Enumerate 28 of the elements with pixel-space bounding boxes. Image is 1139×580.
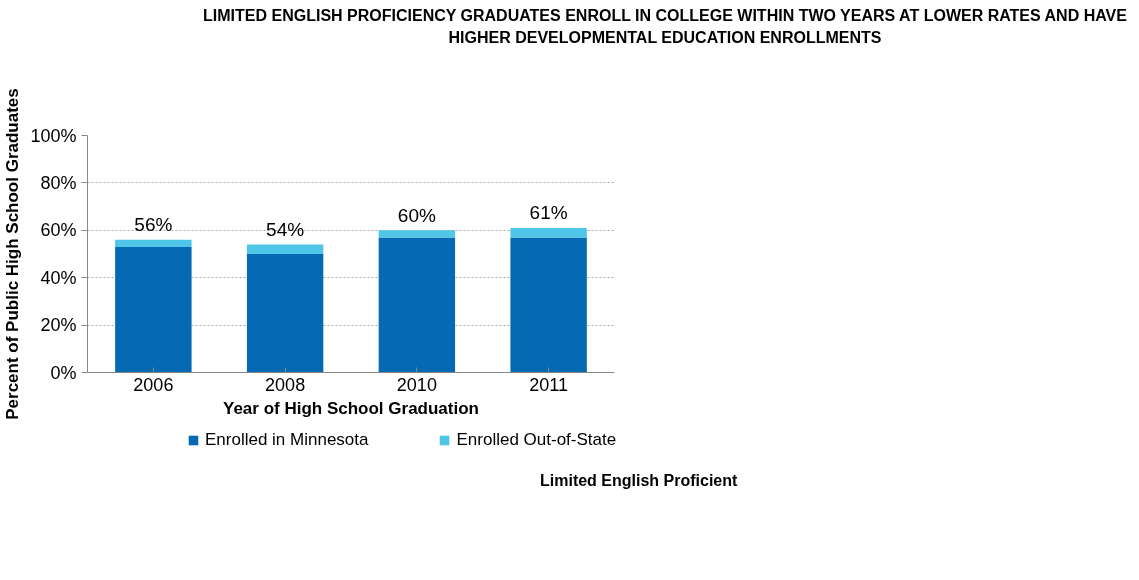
bar bbox=[246, 244, 324, 254]
bar bbox=[378, 237, 456, 373]
bar bbox=[378, 230, 456, 238]
bar bbox=[115, 239, 192, 247]
total-label: 60% bbox=[397, 204, 436, 226]
bar bbox=[115, 246, 192, 373]
total-label: 56% bbox=[134, 214, 173, 236]
x-tick-label: 2011 bbox=[529, 374, 568, 395]
text: LIMITED ENGLISH PROFICIENCY GRADUATES ENROLL IN COLLEGE WITHIN TWO YEARS AT LOWER RATES AND HAVE HIGHER DEVELOPMENTAL EDUCATION ENROLLMENTS bbox=[202, 6, 1128, 48]
y-tick-label: 60% bbox=[40, 220, 77, 241]
total-label: 61% bbox=[529, 202, 568, 224]
x-tick-label: 2010 bbox=[396, 374, 437, 395]
x-tick-label: 2008 bbox=[265, 374, 306, 395]
y-tick-label: 20% bbox=[40, 315, 77, 336]
y-axis-title: Percent of Public High School Graduates bbox=[3, 88, 23, 420]
bar bbox=[510, 237, 587, 373]
x-tick-label: 2006 bbox=[133, 374, 174, 395]
bar bbox=[246, 254, 324, 373]
y-tick-label: 100% bbox=[30, 125, 77, 146]
text: Limited English Proficient bbox=[540, 471, 738, 491]
y-tick-label: 40% bbox=[40, 267, 77, 288]
x-axis-title: Year of High School Graduation bbox=[223, 398, 479, 418]
legend-label: Enrolled Out-of-State bbox=[456, 430, 617, 450]
legend-label: Enrolled in Minnesota bbox=[205, 430, 369, 450]
y-tick-label: 80% bbox=[40, 172, 77, 193]
y-tick-label: 0% bbox=[50, 362, 77, 383]
bar bbox=[510, 227, 587, 238]
total-label: 54% bbox=[266, 218, 305, 240]
